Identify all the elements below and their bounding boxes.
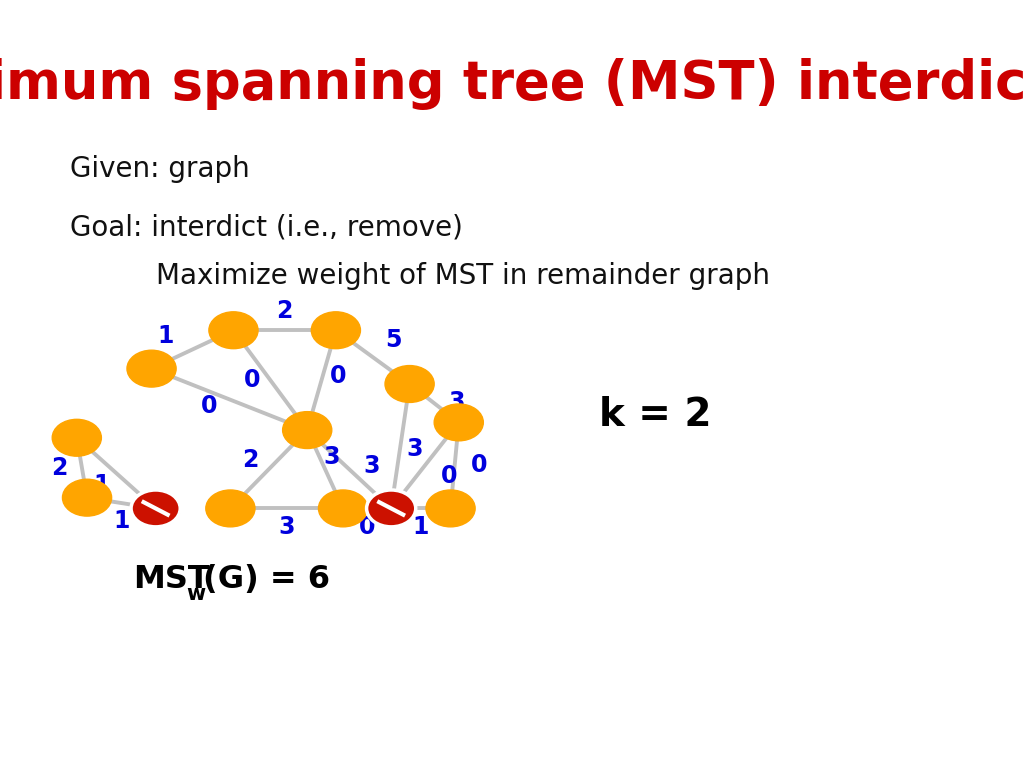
- Circle shape: [131, 490, 180, 527]
- Circle shape: [311, 312, 360, 349]
- Text: 3: 3: [279, 515, 295, 539]
- Circle shape: [318, 490, 368, 527]
- Text: 3: 3: [449, 389, 465, 414]
- Text: 0: 0: [358, 515, 376, 539]
- Text: 3: 3: [407, 437, 423, 462]
- Circle shape: [62, 479, 112, 516]
- Text: 2: 2: [51, 455, 68, 480]
- Text: 1: 1: [114, 509, 129, 534]
- Text: 1: 1: [158, 323, 174, 348]
- Text: Given: graph: Given: graph: [70, 154, 258, 183]
- Text: 2: 2: [243, 448, 258, 472]
- Text: Goal: interdict (i.e., remove): Goal: interdict (i.e., remove): [70, 213, 471, 241]
- Circle shape: [283, 412, 332, 449]
- Text: 5: 5: [385, 328, 401, 353]
- Text: Maximize weight of MST in remainder graph: Maximize weight of MST in remainder grap…: [156, 262, 770, 290]
- Circle shape: [127, 350, 176, 387]
- Circle shape: [52, 419, 101, 456]
- Text: 1: 1: [94, 473, 110, 498]
- Text: Minimum spanning tree (MST) interdiction: Minimum spanning tree (MST) interdiction: [0, 58, 1024, 110]
- Circle shape: [209, 312, 258, 349]
- Text: 0: 0: [330, 363, 346, 388]
- Text: (G) = 6: (G) = 6: [203, 564, 330, 595]
- Circle shape: [385, 366, 434, 402]
- Text: 0: 0: [441, 464, 458, 488]
- Text: 0: 0: [244, 368, 260, 392]
- Circle shape: [426, 490, 475, 527]
- Text: w: w: [186, 584, 206, 604]
- Text: 3: 3: [323, 445, 340, 469]
- Text: 3: 3: [364, 454, 380, 478]
- Text: 0: 0: [471, 453, 487, 478]
- Text: 1: 1: [413, 515, 429, 539]
- Text: MST: MST: [133, 564, 210, 595]
- Text: 2: 2: [276, 299, 293, 323]
- Text: k = 2: k = 2: [599, 396, 712, 434]
- Circle shape: [367, 490, 416, 527]
- Text: 0: 0: [201, 393, 217, 418]
- Circle shape: [206, 490, 255, 527]
- Circle shape: [434, 404, 483, 441]
